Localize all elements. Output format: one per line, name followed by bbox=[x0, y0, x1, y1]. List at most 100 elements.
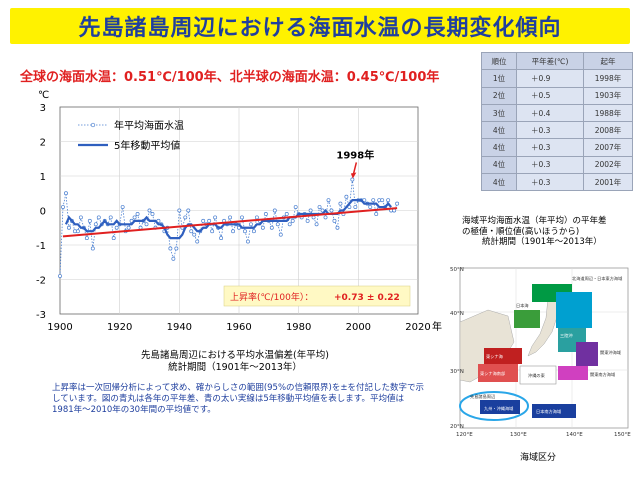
region-label: 北海道周辺・日本東方海域 bbox=[572, 275, 623, 282]
map-region-japan-sea bbox=[514, 310, 540, 328]
annual-data-point bbox=[260, 225, 265, 230]
annual-data-point bbox=[332, 218, 337, 223]
map-region-east-china-sea bbox=[484, 348, 522, 364]
table-row: 4位 ＋0.3 2002年 bbox=[481, 155, 633, 175]
table-row: 4位 ＋0.3 2001年 bbox=[481, 173, 633, 192]
annual-data-point bbox=[311, 215, 316, 220]
peak-arrow-shaft bbox=[352, 162, 358, 175]
annual-data-point bbox=[66, 225, 71, 230]
annual-data-point bbox=[111, 236, 116, 241]
year-cell: 1988年 bbox=[583, 103, 633, 123]
annual-data-point bbox=[371, 198, 376, 203]
rate-box-value: +0.73 ± 0.22 bbox=[334, 293, 400, 303]
ranking-caption-line-1: 海域平均海面水温（年平均）の平年差 bbox=[462, 216, 607, 226]
annual-data-point bbox=[323, 215, 328, 220]
annual-data-point bbox=[147, 208, 152, 213]
annual-data-point bbox=[135, 211, 140, 216]
ranking-caption: 海域平均海面水温（年平均）の平年差 の極値・順位値(高いほうから) 統計期間（1… bbox=[462, 216, 632, 248]
sea-area-map: 50°N 40°N 30°N 20°N 120°E 130°E 140°E 15… bbox=[450, 267, 631, 438]
anomaly-cell: ＋0.4 bbox=[516, 103, 584, 123]
annual-data-point bbox=[120, 205, 125, 209]
lat-label: 20°N bbox=[450, 424, 464, 430]
annual-data-point bbox=[290, 218, 295, 223]
region-label: 東シナ海南部 bbox=[480, 370, 505, 377]
rank-header: 順位 bbox=[481, 51, 517, 71]
annual-data-point bbox=[210, 229, 215, 234]
region-label: 東シナ海 bbox=[486, 353, 504, 360]
year-header: 起年 bbox=[583, 51, 633, 71]
trend-line bbox=[62, 207, 398, 238]
x-tick-label: 1940 bbox=[167, 322, 192, 333]
map-region-okinawa-east bbox=[519, 365, 557, 385]
y-tick-label: -3 bbox=[36, 310, 46, 321]
annual-data-point bbox=[84, 236, 89, 241]
annual-data-point bbox=[174, 246, 179, 251]
ranking-caption-line-3: 統計期間（1901年～2013年） bbox=[482, 237, 602, 247]
chart-caption-line-2: 統計期間（1901年～2013年） bbox=[168, 362, 302, 373]
year-cell: 2007年 bbox=[583, 138, 633, 157]
annual-data-point bbox=[386, 198, 391, 203]
table-row: 3位 ＋0.4 1988年 bbox=[481, 103, 633, 123]
annual-data-point bbox=[380, 198, 385, 203]
annual-data-point bbox=[240, 215, 244, 220]
method-note: 上昇率は一次回帰分析によって求め、確からしさの範囲(95%の信頼限界)を±を付記… bbox=[52, 383, 424, 415]
ranking-table: 順位 平年差(℃) 起年 1位 ＋0.9 1998年 2位 ＋0.5 1903年 3位＋… bbox=[481, 51, 633, 192]
ranking-caption-line-2: の極値・順位値(高いほうから) bbox=[462, 226, 580, 237]
x-unit-label: 年 bbox=[432, 320, 442, 333]
annual-data-point bbox=[78, 215, 83, 220]
region-label: 沖縄の東 bbox=[528, 372, 546, 379]
rank-cell: 1位 bbox=[481, 69, 517, 88]
anomaly-cell: ＋0.3 bbox=[516, 121, 584, 140]
anomaly-cell: ＋0.3 bbox=[516, 173, 584, 192]
rank-cell: 2位 bbox=[481, 86, 517, 105]
annual-data-point bbox=[132, 215, 137, 220]
annual-data-point bbox=[58, 274, 62, 278]
annual-data-point bbox=[183, 215, 188, 220]
year-cell: 1903年 bbox=[583, 86, 633, 105]
global-sst-subtitle: 全球の海面水温：0.51℃/100年、北半球の海面水温：0.45℃/100年 bbox=[20, 70, 440, 85]
annual-data-point bbox=[335, 225, 340, 230]
rank-cell: 4位 bbox=[481, 155, 517, 175]
annual-data-point bbox=[245, 239, 250, 244]
annual-data-point bbox=[308, 208, 313, 213]
lon-label: 130°E bbox=[510, 432, 527, 438]
region-label: 関東沖海域 bbox=[600, 349, 622, 356]
map-region-kanto-south bbox=[558, 366, 588, 380]
chart-caption-line-1: 先島諸島周辺における平均水温偏差(年平均) bbox=[141, 350, 329, 361]
annual-data-point bbox=[228, 215, 232, 220]
region-label: 九州・沖縄海域 bbox=[484, 405, 514, 412]
x-tick-label: 1920 bbox=[107, 322, 132, 333]
annual-data-point bbox=[395, 201, 400, 206]
x-tick-label: 1900 bbox=[47, 322, 72, 333]
year-cell: 2001年 bbox=[583, 173, 633, 192]
annual-data-point bbox=[189, 229, 194, 234]
sakishima-highlight bbox=[459, 391, 529, 421]
year-cell: 2002年 bbox=[583, 155, 633, 175]
annual-data-point bbox=[338, 201, 343, 206]
annual-data-point bbox=[75, 229, 80, 234]
title-banner: 先島諸島周辺における海面水温の長期変化傾向 bbox=[10, 8, 630, 44]
anomaly-cell: ＋0.3 bbox=[516, 138, 584, 157]
legend-annual-label: 年平均海面水温 bbox=[114, 119, 184, 132]
y-tick-label: 1 bbox=[40, 172, 46, 183]
table-row: 4位 ＋0.3 2008年 bbox=[481, 121, 633, 140]
annual-data-point bbox=[87, 218, 92, 223]
lon-label: 140°E bbox=[566, 432, 583, 438]
region-label: 日本海 bbox=[516, 302, 529, 309]
region-label: 日本南方海域 bbox=[536, 408, 562, 415]
y-tick-label: -1 bbox=[36, 241, 46, 252]
legend-annual-marker bbox=[90, 122, 96, 128]
x-tick-label: 2020 bbox=[405, 322, 430, 333]
year-cell: 2008年 bbox=[583, 121, 633, 140]
table-row: 1位 ＋0.9 1998年 bbox=[481, 69, 633, 88]
annual-data-point bbox=[192, 232, 197, 237]
annual-data-point bbox=[219, 236, 224, 241]
annual-data-point bbox=[186, 208, 191, 213]
map-region-east-china-sea-south bbox=[478, 364, 518, 382]
x-tick-label: 2000 bbox=[346, 322, 371, 333]
annual-data-point bbox=[64, 191, 68, 196]
rank-cell: 4位 bbox=[481, 138, 517, 157]
annual-data-point bbox=[201, 218, 206, 223]
annual-data-point bbox=[231, 229, 235, 234]
